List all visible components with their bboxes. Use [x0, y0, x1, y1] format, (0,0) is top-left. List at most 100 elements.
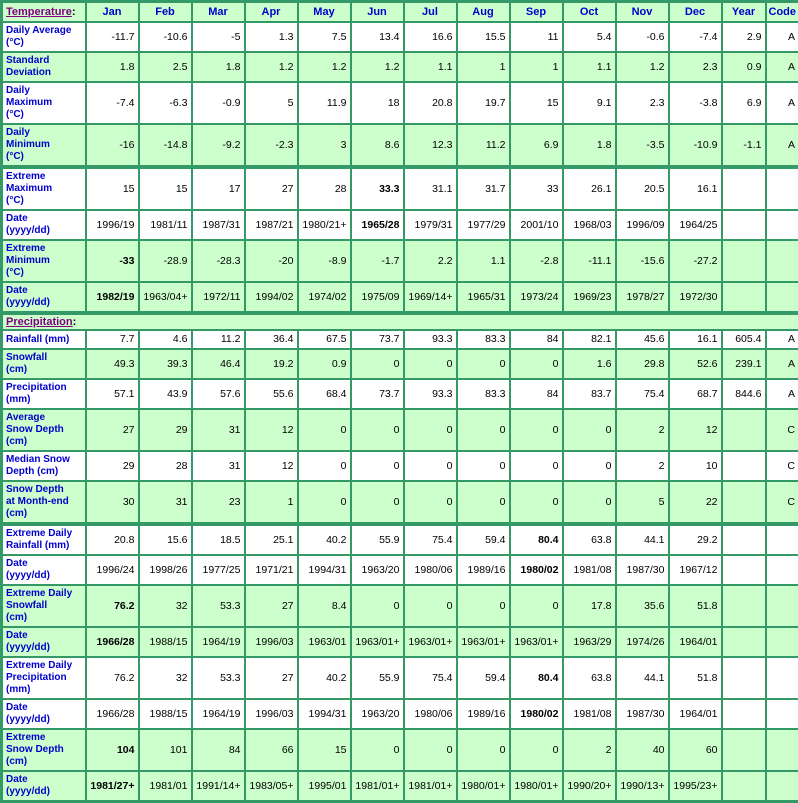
cell-daily-maximum-jun: 18: [351, 82, 404, 124]
cell-extreme-daily-rainfall-date-nov: 1987/30: [616, 555, 669, 585]
cell-extreme-daily-rainfall-date-sep: 1980/02: [510, 555, 563, 585]
cell-daily-maximum-aug: 19.7: [457, 82, 510, 124]
cell-extreme-daily-precipitation-jun: 55.9: [351, 657, 404, 699]
row-label-rainfall: Rainfall (mm): [2, 330, 86, 349]
cell-rainfall-feb: 4.6: [139, 330, 192, 349]
cell-daily-maximum-year: 6.9: [722, 82, 766, 124]
cell-extreme-snow-depth-date-feb: 1981/01: [139, 771, 192, 802]
cell-daily-average-oct: 5.4: [563, 22, 616, 52]
cell-daily-minimum-oct: 1.8: [563, 124, 616, 167]
cell-extreme-daily-snowfall-date-nov: 1974/26: [616, 627, 669, 657]
cell-snowfall-jan: 49.3: [86, 349, 139, 379]
cell-extreme-daily-precipitation-date-nov: 1987/30: [616, 699, 669, 729]
temperature-section-label: Temperature:: [2, 2, 86, 23]
cell-extreme-minimum-date-feb: 1963/04+: [139, 282, 192, 313]
cell-extreme-daily-rainfall-oct: 63.8: [563, 524, 616, 555]
cell-extreme-maximum-feb: 15: [139, 167, 192, 210]
cell-daily-minimum-jul: 12.3: [404, 124, 457, 167]
cell-standard-deviation-year: 0.9: [722, 52, 766, 82]
cell-average-snow-depth-jun: 0: [351, 409, 404, 451]
cell-daily-average-year: 2.9: [722, 22, 766, 52]
cell-extreme-maximum-date-aug: 1977/29: [457, 210, 510, 240]
cell-extreme-daily-snowfall-jan: 76.2: [86, 585, 139, 627]
cell-extreme-daily-rainfall-date-year: [722, 555, 766, 585]
cell-extreme-daily-precipitation-jan: 76.2: [86, 657, 139, 699]
cell-extreme-daily-rainfall-date-jun: 1963/20: [351, 555, 404, 585]
cell-daily-minimum-jun: 8.6: [351, 124, 404, 167]
cell-standard-deviation-aug: 1: [457, 52, 510, 82]
cell-standard-deviation-nov: 1.2: [616, 52, 669, 82]
cell-extreme-daily-snowfall-date-feb: 1988/15: [139, 627, 192, 657]
cell-precipitation-aug: 83.3: [457, 379, 510, 409]
cell-median-snow-depth-jul: 0: [404, 451, 457, 481]
cell-daily-minimum-feb: -14.8: [139, 124, 192, 167]
cell-extreme-daily-precipitation-date-may: 1994/31: [298, 699, 351, 729]
cell-average-snow-depth-aug: 0: [457, 409, 510, 451]
cell-extreme-daily-precipitation-date-sep: 1980/02: [510, 699, 563, 729]
cell-extreme-daily-precipitation-jul: 75.4: [404, 657, 457, 699]
cell-extreme-daily-precipitation-date-jul: 1980/06: [404, 699, 457, 729]
row-label-extreme-snow-depth-date: Date(yyyy/dd): [2, 771, 86, 802]
cell-extreme-minimum-date-code: [766, 282, 798, 313]
cell-extreme-maximum-date-apr: 1987/21: [245, 210, 298, 240]
cell-rainfall-jul: 93.3: [404, 330, 457, 349]
cell-extreme-snow-depth-dec: 60: [669, 729, 722, 771]
cell-extreme-daily-precipitation-oct: 63.8: [563, 657, 616, 699]
cell-extreme-daily-rainfall-jul: 75.4: [404, 524, 457, 555]
cell-extreme-maximum-date-dec: 1964/25: [669, 210, 722, 240]
precipitation-link[interactable]: Precipitation: [6, 316, 73, 328]
cell-daily-maximum-may: 11.9: [298, 82, 351, 124]
cell-standard-deviation-dec: 2.3: [669, 52, 722, 82]
cell-extreme-minimum-feb: -28.9: [139, 240, 192, 282]
cell-extreme-minimum-date-oct: 1969/23: [563, 282, 616, 313]
cell-snowfall-jul: 0: [404, 349, 457, 379]
cell-median-snow-depth-feb: 28: [139, 451, 192, 481]
cell-extreme-minimum-jul: 2.2: [404, 240, 457, 282]
cell-snowfall-apr: 19.2: [245, 349, 298, 379]
cell-average-snow-depth-jul: 0: [404, 409, 457, 451]
cell-daily-maximum-oct: 9.1: [563, 82, 616, 124]
cell-extreme-maximum-jul: 31.1: [404, 167, 457, 210]
cell-extreme-daily-snowfall-jul: 0: [404, 585, 457, 627]
cell-extreme-minimum-mar: -28.3: [192, 240, 245, 282]
cell-extreme-daily-snowfall-date-may: 1963/01: [298, 627, 351, 657]
col-header-year: Year: [722, 2, 766, 23]
cell-snowfall-may: 0.9: [298, 349, 351, 379]
cell-extreme-snow-depth-year: [722, 729, 766, 771]
cell-rainfall-oct: 82.1: [563, 330, 616, 349]
cell-daily-maximum-sep: 15: [510, 82, 563, 124]
col-header-jul: Jul: [404, 2, 457, 23]
cell-snowfall-aug: 0: [457, 349, 510, 379]
cell-median-snow-depth-dec: 10: [669, 451, 722, 481]
cell-median-snow-depth-year: [722, 451, 766, 481]
cell-extreme-minimum-apr: -20: [245, 240, 298, 282]
cell-extreme-minimum-sep: -2.8: [510, 240, 563, 282]
cell-average-snow-depth-feb: 29: [139, 409, 192, 451]
cell-extreme-snow-depth-date-jun: 1981/01+: [351, 771, 404, 802]
cell-extreme-daily-rainfall-aug: 59.4: [457, 524, 510, 555]
row-label-precipitation: Precipitation(mm): [2, 379, 86, 409]
cell-extreme-daily-snowfall-year: [722, 585, 766, 627]
cell-daily-maximum-jan: -7.4: [86, 82, 139, 124]
cell-extreme-daily-rainfall-jun: 55.9: [351, 524, 404, 555]
cell-precipitation-nov: 75.4: [616, 379, 669, 409]
cell-extreme-snow-depth-date-may: 1995/01: [298, 771, 351, 802]
row-label-extreme-daily-precipitation-date: Date(yyyy/dd): [2, 699, 86, 729]
cell-extreme-daily-precipitation-date-jun: 1963/20: [351, 699, 404, 729]
cell-extreme-daily-snowfall-mar: 53.3: [192, 585, 245, 627]
cell-extreme-daily-snowfall-date-dec: 1964/01: [669, 627, 722, 657]
cell-snowfall-sep: 0: [510, 349, 563, 379]
cell-extreme-minimum-date-year: [722, 282, 766, 313]
cell-extreme-maximum-mar: 17: [192, 167, 245, 210]
table-header: Temperature: Jan Feb Mar Apr May Jun Jul…: [2, 2, 798, 23]
cell-extreme-maximum-code: [766, 167, 798, 210]
temperature-link[interactable]: Temperature: [6, 6, 72, 18]
